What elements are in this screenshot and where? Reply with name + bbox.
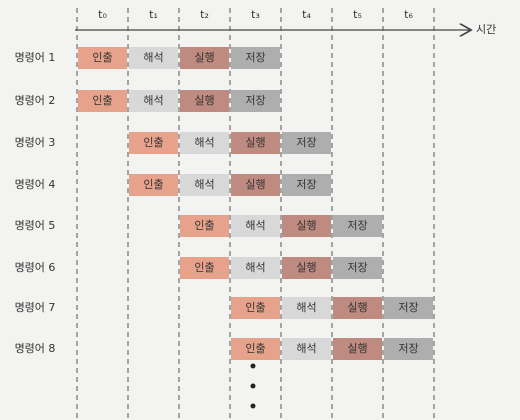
stage-box xyxy=(282,174,331,196)
stage-box xyxy=(384,338,433,360)
ellipsis-dot xyxy=(250,363,256,369)
instruction-label: 명령어 1 xyxy=(15,51,56,64)
stage-label: 해석 xyxy=(194,135,214,149)
stage-box xyxy=(282,132,331,154)
stage-label: 해석 xyxy=(245,218,265,232)
stage-box xyxy=(180,215,229,237)
stage-label: 저장 xyxy=(245,51,265,64)
stage-box xyxy=(180,90,229,112)
stage-label: 해석 xyxy=(194,177,214,191)
stage-box xyxy=(180,174,229,196)
instruction-label: 명령어 3 xyxy=(15,136,56,149)
stage-box xyxy=(384,297,433,319)
stage-box xyxy=(282,215,331,237)
stage-label: 실행 xyxy=(347,301,367,314)
stage-label: 저장 xyxy=(296,136,316,149)
stage-label: 실행 xyxy=(194,51,214,64)
time-axis-label: 시간 xyxy=(476,23,496,36)
time-tick-label: t₅ xyxy=(353,8,362,21)
stage-label: 실행 xyxy=(296,219,316,232)
stage-box xyxy=(78,47,127,69)
stage-label: 저장 xyxy=(347,219,367,232)
stage-box xyxy=(333,297,382,319)
time-tick-label: t₀ xyxy=(98,8,107,21)
stage-box xyxy=(129,132,178,154)
stage-box xyxy=(333,338,382,360)
time-tick-label: t₂ xyxy=(200,8,209,21)
stage-box xyxy=(282,257,331,279)
stage-label: 실행 xyxy=(245,136,265,149)
stage-box xyxy=(333,215,382,237)
stage-label: 인출 xyxy=(92,94,112,107)
stage-box xyxy=(129,90,178,112)
stage-label: 저장 xyxy=(347,261,367,274)
stage-label: 인출 xyxy=(143,178,163,191)
instruction-label: 명령어 4 xyxy=(15,178,56,191)
stage-label: 인출 xyxy=(245,301,265,314)
stage-label: 인출 xyxy=(143,136,163,149)
stage-label: 저장 xyxy=(245,94,265,107)
stage-box xyxy=(231,174,280,196)
stage-box xyxy=(282,338,331,360)
stage-label: 실행 xyxy=(347,342,367,355)
stage-label: 인출 xyxy=(194,219,214,232)
stage-box xyxy=(231,90,280,112)
ellipsis-dot xyxy=(250,383,256,389)
stage-box xyxy=(231,338,280,360)
stage-box xyxy=(180,132,229,154)
stage-box xyxy=(231,257,280,279)
stage-label: 실행 xyxy=(296,261,316,274)
stage-box xyxy=(129,47,178,69)
stage-box xyxy=(282,297,331,319)
time-tick-label: t₁ xyxy=(149,8,158,21)
instruction-label: 명령어 2 xyxy=(15,94,56,107)
instruction-label: 명령어 6 xyxy=(15,261,56,274)
stage-label: 실행 xyxy=(245,178,265,191)
time-tick-label: t₃ xyxy=(251,8,260,21)
stage-label: 해석 xyxy=(296,341,316,355)
stage-box xyxy=(231,132,280,154)
stage-label: 저장 xyxy=(296,178,316,191)
instruction-label: 명령어 8 xyxy=(15,342,56,355)
stage-box xyxy=(231,297,280,319)
instruction-label: 명령어 5 xyxy=(15,219,56,232)
stage-box xyxy=(231,215,280,237)
stage-box xyxy=(333,257,382,279)
stage-label: 저장 xyxy=(398,301,418,314)
time-tick-label: t₆ xyxy=(404,8,413,21)
stage-label: 실행 xyxy=(194,94,214,107)
stage-label: 해석 xyxy=(143,93,163,107)
stage-box xyxy=(231,47,280,69)
stage-box xyxy=(180,47,229,69)
time-tick-label: t₄ xyxy=(302,8,311,21)
stage-label: 인출 xyxy=(194,261,214,274)
stage-box xyxy=(78,90,127,112)
ellipsis-dot xyxy=(250,403,256,409)
stage-label: 저장 xyxy=(398,342,418,355)
stage-label: 해석 xyxy=(143,50,163,64)
stage-box xyxy=(129,174,178,196)
instruction-label: 명령어 7 xyxy=(15,301,56,314)
stage-box xyxy=(180,257,229,279)
stage-label: 해석 xyxy=(296,300,316,314)
stage-label: 인출 xyxy=(245,342,265,355)
stage-label: 인출 xyxy=(92,51,112,64)
stage-label: 해석 xyxy=(245,260,265,274)
